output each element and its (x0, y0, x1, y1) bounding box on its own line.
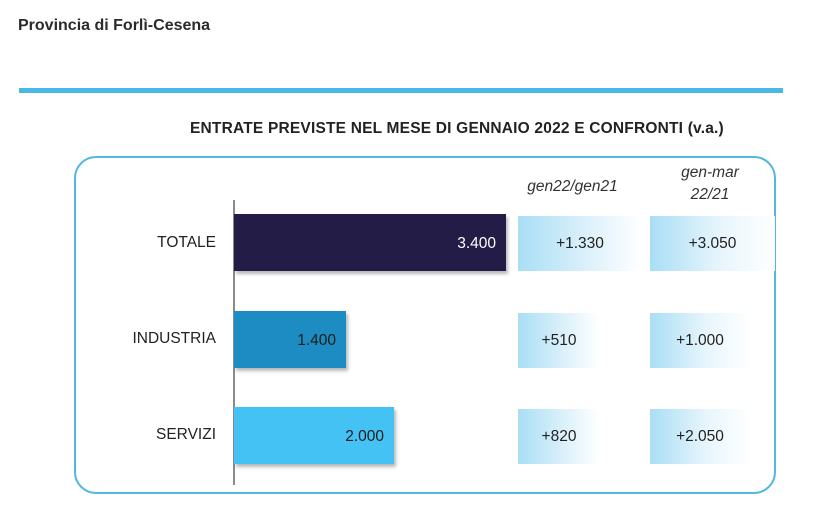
chart-frame (74, 156, 776, 494)
category-label-industria: INDUSTRIA (132, 330, 216, 347)
bar-industria (234, 311, 346, 368)
category-label-servizi: SERVIZI (155, 426, 216, 443)
bar-value-label-servizi: 2.000 (345, 428, 384, 445)
header-divider (19, 88, 783, 93)
comparison-header-2-line2: 22/21 (690, 186, 730, 203)
comparison-header-1: gen22/gen21 (515, 176, 630, 198)
delta-genmar-totale: +3.050 (650, 216, 775, 271)
comparison-header-2-line1: gen-mar (681, 164, 739, 181)
bar-value-label-industria: 1.400 (297, 332, 336, 349)
province-title: Provincia di Forlì-Cesena (18, 17, 211, 34)
comparison-header-2: gen-mar 22/21 (655, 162, 765, 206)
bar-totale (234, 214, 506, 271)
bar-servizi (234, 407, 394, 464)
delta-genmar-industria: +1.000 (650, 313, 750, 368)
delta-gen22-totale: +1.330 (518, 216, 642, 271)
category-label-totale: TOTALE (157, 234, 216, 251)
category-axis (233, 200, 235, 485)
bar-value-label-totale: 3.400 (457, 235, 496, 252)
chart-title: ENTRATE PREVISTE NEL MESE DI GENNAIO 202… (190, 120, 724, 137)
delta-genmar-servizi: +2.050 (650, 409, 750, 464)
delta-gen22-industria: +510 (518, 313, 600, 368)
comparison-header-1-line1: gen22/gen21 (527, 178, 618, 195)
delta-gen22-servizi: +820 (518, 409, 600, 464)
